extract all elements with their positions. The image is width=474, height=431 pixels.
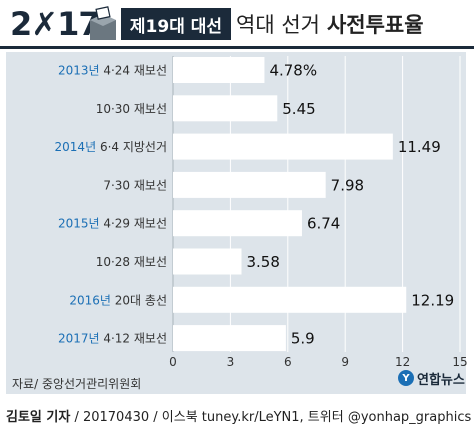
x-tick-label-6: 6 (284, 355, 292, 369)
category-year: 2014년 (55, 140, 100, 154)
bar-1 (173, 95, 278, 122)
category-name: 6·4 지방선거 (100, 140, 167, 154)
category-year: 2016년 (69, 293, 114, 307)
page-title: 역대 선거 사전투표율 (236, 8, 424, 40)
credit-line: 김토일 기자 / 20170430 / 이스북 tuney.kr/LeYN1, … (6, 406, 471, 425)
category-name: 4·29 재보선 (103, 217, 167, 231)
source-note: 자료/ 중앙선거관리위원회 (12, 377, 142, 391)
title-bold: 사전투표율 (326, 13, 424, 37)
header: 2✗17 제19대 대선 역대 선거 사전투표율 (0, 0, 474, 50)
value-label-3: 7.98 (331, 176, 364, 194)
bar-7 (173, 325, 286, 352)
category-name: 4·12 재보선 (103, 332, 167, 346)
yonhap-logo: Y 연합뉴스 (398, 368, 465, 388)
x-tick-label-12: 12 (395, 355, 410, 369)
category-label-4: 2015년 4·29 재보선 (58, 217, 167, 231)
value-label-6: 12.19 (411, 291, 454, 309)
category-year: 2015년 (58, 217, 103, 231)
ballot-box-icon (90, 6, 116, 40)
x-tick-label-15: 15 (452, 355, 467, 369)
value-label-7: 5.9 (291, 330, 315, 348)
bar-4 (173, 210, 302, 237)
logo-2017: 2✗17 (10, 5, 101, 43)
category-label-5: 10·28 재보선 (96, 255, 167, 269)
bar-5 (173, 248, 242, 275)
bar-2 (173, 133, 393, 160)
credit-rest: / 20170430 / 이스북 tuney.kr/LeYN1, 트위터 @yo… (70, 410, 472, 425)
value-label-2: 11.49 (398, 138, 441, 156)
election-badge: 제19대 대선 (121, 8, 231, 40)
category-label-2: 2014년 6·4 지방선거 (55, 140, 167, 154)
bar-0 (173, 57, 265, 83)
category-name: 10·30 재보선 (96, 102, 167, 116)
yonhap-mark-icon: Y (398, 370, 414, 386)
category-label-1: 10·30 재보선 (96, 102, 167, 116)
category-year: 2013년 (58, 64, 103, 78)
value-label-5: 3.58 (246, 253, 279, 271)
value-label-0: 4.78% (269, 62, 317, 80)
header-divider (0, 46, 474, 49)
category-label-3: 7·30 재보선 (103, 178, 167, 192)
category-name: 7·30 재보선 (103, 178, 167, 192)
yonhap-name: 연합뉴스 (417, 372, 465, 388)
category-name: 20대 총선 (115, 293, 167, 307)
title-light: 역대 선거 (236, 13, 320, 37)
category-label-7: 2017년 4·12 재보선 (58, 332, 167, 346)
category-name: 4·24 재보선 (103, 64, 167, 78)
x-tick-label-3: 3 (227, 355, 235, 369)
category-name: 10·28 재보선 (96, 255, 167, 269)
x-tick-label-0: 0 (169, 355, 177, 369)
bar-3 (173, 171, 326, 198)
category-label-0: 2013년 4·24 재보선 (58, 64, 167, 78)
value-label-1: 5.45 (282, 100, 315, 118)
category-year: 2017년 (58, 332, 103, 346)
bar-6 (173, 286, 407, 313)
category-label-6: 2016년 20대 총선 (69, 293, 167, 307)
credit-author: 김토일 기자 (6, 410, 71, 425)
x-tick-label-9: 9 (341, 355, 349, 369)
value-label-4: 6.74 (307, 215, 340, 233)
